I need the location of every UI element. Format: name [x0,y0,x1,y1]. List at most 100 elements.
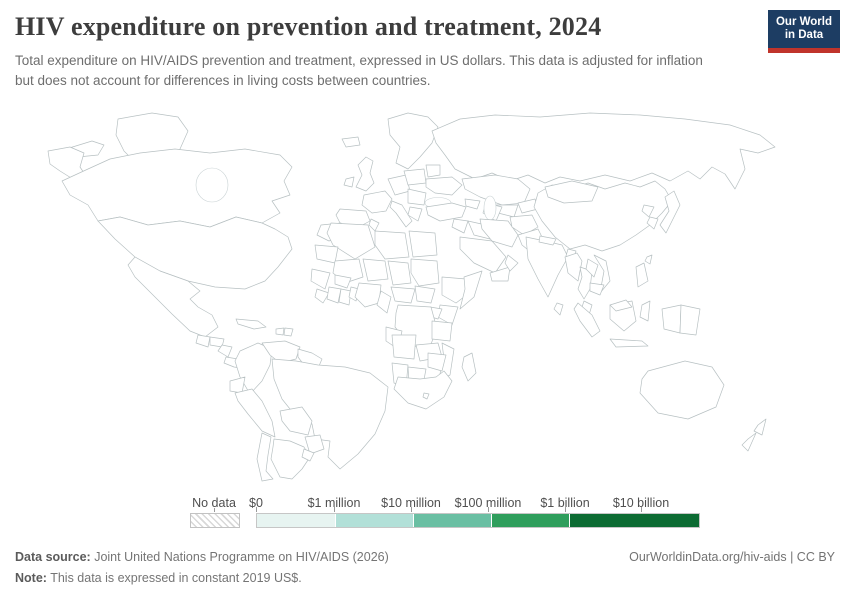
country-indonesia-papua[interactable] [661,304,682,334]
legend-segment-1b-10b[interactable] [570,514,699,527]
chart-footer: Data source: Joint United Nations Progra… [15,547,835,588]
country-sudan[interactable] [410,258,440,287]
country-sri-lanka[interactable] [553,302,564,316]
country-guatemala[interactable] [195,334,211,348]
country-peru[interactable] [234,388,276,438]
country-niger[interactable] [362,258,389,282]
country-iceland[interactable] [341,136,361,148]
country-nepal[interactable] [538,235,557,246]
country-indonesia-java[interactable] [609,338,649,348]
country-myanmar[interactable] [564,252,583,282]
country-ireland[interactable] [343,176,355,188]
legend-label-3: $100 million [454,496,522,510]
legend-color-bar[interactable] [256,513,700,528]
credit-link[interactable]: OurWorldinData.org/hiv-aids | CC BY [629,550,835,564]
country-turkey[interactable] [425,202,467,222]
caspian-sea [483,195,497,221]
country-indonesia-sulawesi[interactable] [639,300,651,322]
country-nigeria[interactable] [354,282,382,308]
legend-tick [256,507,257,512]
country-argentina[interactable] [270,438,311,480]
country-japan[interactable] [659,190,681,234]
country-chad[interactable] [387,260,412,286]
country-iran[interactable] [479,218,519,248]
country-belarus[interactable] [425,164,441,178]
country-cameroon[interactable] [376,290,392,314]
country-canada[interactable] [61,148,293,228]
legend-no-data-swatch[interactable] [190,513,240,528]
country-france[interactable] [361,190,393,214]
country-chile[interactable] [256,432,274,482]
country-philippines[interactable] [635,262,649,288]
country-papua-new-guinea[interactable] [679,304,701,336]
country-sierra-leone-liberia[interactable] [314,288,330,304]
country-vietnam[interactable] [593,254,611,294]
country-italy[interactable] [389,200,413,228]
country-cote-divoire[interactable] [326,286,342,304]
legend-segment-10m-100m[interactable] [414,514,492,527]
country-dominican-republic[interactable] [283,327,294,337]
country-ecuador[interactable] [229,376,246,394]
country-cuba[interactable] [235,318,267,330]
country-indonesia-sumatra[interactable] [573,302,601,338]
country-north-korea[interactable] [641,204,655,218]
country-mauritania[interactable] [314,244,339,264]
country-madagascar[interactable] [461,352,477,382]
country-angola[interactable] [391,334,417,360]
country-burkina-faso[interactable] [334,274,352,289]
legend-segment-100m-1b[interactable] [492,514,570,527]
country-uruguay[interactable] [301,448,315,462]
country-egypt[interactable] [408,230,438,258]
hudson-bay [195,167,229,203]
page-title: HIV expenditure on prevention and treatm… [15,12,602,41]
legend-segment-0-1m[interactable] [257,514,336,527]
country-new-zealand-south[interactable] [741,432,757,452]
country-senegal-guinea[interactable] [310,268,331,290]
legend-segment-1m-10m[interactable] [336,514,414,527]
country-ghana[interactable] [338,288,352,306]
chart-subtitle: Total expenditure on HIV/AIDS prevention… [15,53,703,89]
country-south-korea[interactable] [646,216,659,230]
country-malaysia-borneo[interactable] [609,299,633,312]
data-source-label: Data source: [15,550,91,564]
country-south-africa[interactable] [393,370,453,410]
country-yemen[interactable] [489,266,511,282]
country-mexico[interactable] [127,256,219,338]
country-poland[interactable] [403,168,427,186]
country-greece[interactable] [407,206,423,222]
country-zimbabwe[interactable] [427,352,447,372]
country-new-zealand-north[interactable] [753,418,767,436]
country-australia[interactable] [639,360,725,420]
country-cambodia[interactable] [589,282,605,296]
country-haiti[interactable] [275,327,285,336]
country-tanzania[interactable] [431,320,453,342]
owid-logo: Our World in Data [768,10,840,53]
country-central-african-republic[interactable] [390,286,416,304]
country-somalia[interactable] [459,270,483,310]
country-syria-levant[interactable] [451,218,469,234]
country-bolivia[interactable] [279,406,313,436]
country-uk[interactable] [355,156,375,192]
country-romania-balkans[interactable] [407,188,427,206]
country-venezuela[interactable] [261,340,301,364]
country-taiwan[interactable] [644,254,653,265]
chart-header: HIV expenditure on prevention and treatm… [15,12,745,92]
country-usa[interactable] [97,216,293,290]
country-ukraine[interactable] [425,176,463,196]
country-oman[interactable] [504,254,519,272]
country-laos[interactable] [585,258,599,278]
owid-logo-line2: in Data [784,29,824,41]
country-south-sudan[interactable] [414,285,436,304]
country-tunisia[interactable] [368,218,380,232]
legend-label-4: $1 billion [540,496,590,510]
country-caucasus[interactable] [464,198,481,210]
country-libya[interactable] [374,230,410,260]
country-scandinavia[interactable] [387,112,439,170]
legend-label-1: $1 million [307,496,361,510]
country-lesotho[interactable] [422,392,430,400]
country-mongolia[interactable] [544,180,599,204]
legend-tick [334,507,335,512]
country-india[interactable] [525,236,569,298]
country-paraguay[interactable] [304,434,325,455]
